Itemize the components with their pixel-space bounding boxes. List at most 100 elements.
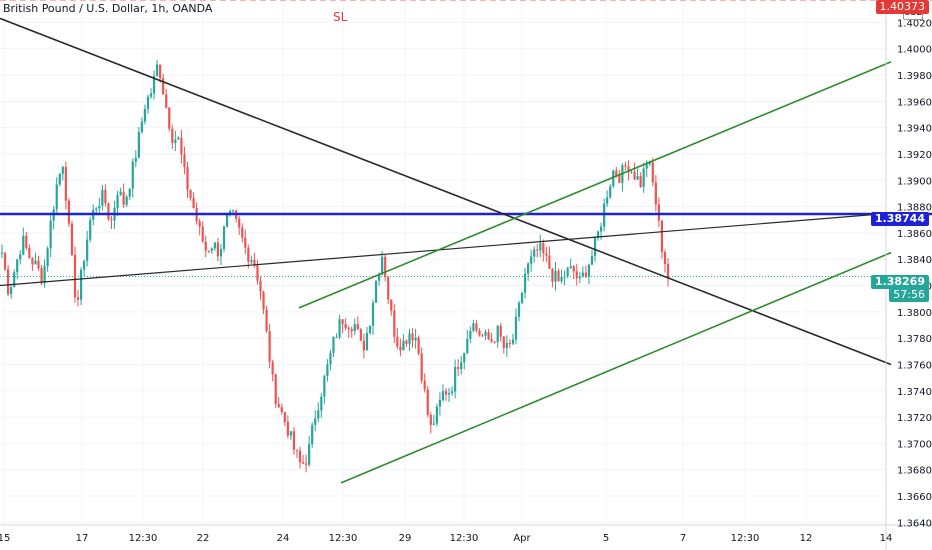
candle-body (472, 323, 475, 331)
candle-body (660, 220, 664, 252)
candle-body (402, 340, 405, 351)
y-tick-label: 1.36400 (897, 518, 932, 529)
y-tick-label: 1.36800 (897, 466, 932, 477)
candle-body (165, 94, 168, 108)
candle-body (411, 333, 414, 341)
trendline-descending[interactable] (0, 17, 892, 366)
y-tick-label: 1.39400 (897, 124, 932, 135)
trendline-ascending[interactable] (0, 212, 892, 287)
candle-body (341, 319, 344, 325)
candle-body (338, 319, 341, 337)
candle-body (277, 403, 280, 408)
candle-body (444, 391, 448, 395)
candle-body (633, 171, 636, 180)
candle-body (25, 235, 28, 248)
candle-body (3, 252, 7, 270)
candle-body (183, 154, 186, 168)
candle-body (511, 339, 515, 344)
candle-body (426, 389, 429, 415)
candles (0, 60, 670, 473)
candle-body (259, 280, 262, 292)
candle-body (13, 272, 16, 288)
candle-body (666, 264, 670, 278)
candle-body (545, 253, 548, 256)
grid (0, 0, 887, 525)
candle-body (636, 176, 639, 180)
candle-body (496, 325, 499, 343)
candle-body (110, 219, 113, 221)
candle-body (155, 64, 159, 76)
candle-body (481, 335, 484, 337)
candle-body (98, 205, 101, 209)
x-tick-label: 14 (880, 533, 893, 544)
candle-body (314, 418, 317, 425)
candle-body (432, 423, 435, 425)
candle-body (405, 340, 408, 344)
candle-body (551, 268, 554, 282)
candle-body (612, 170, 615, 187)
candle-body (22, 235, 25, 255)
x-tick-label: 24 (277, 533, 290, 544)
candle-body (517, 302, 521, 317)
candle-body (192, 197, 195, 208)
candle-body (241, 227, 244, 238)
candle-body (207, 250, 210, 252)
candle-body (493, 341, 496, 343)
candle-body (499, 325, 502, 337)
last-price-label: 1.38269 (870, 275, 929, 289)
trendline-channel-lower[interactable] (340, 251, 892, 484)
candle-body (222, 226, 226, 250)
candle-body (298, 450, 302, 463)
candle-body (566, 267, 569, 277)
candle-body (344, 324, 347, 328)
candle-body (615, 170, 618, 176)
candle-body (83, 260, 86, 270)
candle-body (292, 431, 296, 450)
candle-body (390, 299, 393, 311)
candle-body (530, 256, 533, 264)
candle-body (502, 336, 505, 349)
candle-body (505, 343, 508, 349)
candle-body (447, 393, 451, 395)
candle-body (323, 376, 326, 397)
candle-body (289, 431, 293, 436)
candle-body (651, 162, 654, 183)
candle-body (320, 396, 323, 411)
candle-body (6, 269, 10, 295)
candle-body (381, 256, 384, 275)
candle-body (417, 337, 420, 354)
candle-body (219, 249, 223, 257)
candle-body (256, 265, 259, 281)
candle-body (362, 340, 365, 351)
candle-body (606, 197, 609, 204)
candle-body (168, 107, 171, 129)
candle-body (225, 213, 229, 227)
candle-body (478, 330, 481, 336)
candle-body (308, 444, 311, 465)
candle-body (347, 327, 350, 330)
candle-body (55, 184, 58, 210)
x-tick-label: 12:30 (329, 533, 358, 544)
candle-body (350, 329, 353, 332)
candle-body (450, 391, 454, 394)
candle-body (368, 325, 372, 334)
candle-body (198, 221, 201, 227)
candle-body (454, 366, 457, 392)
candle-body (76, 297, 80, 300)
candle-body (356, 324, 359, 330)
drawings[interactable] (0, 0, 932, 484)
candle-body (520, 292, 524, 303)
candle-body (371, 302, 375, 326)
candle-body (86, 239, 89, 261)
candle-body (140, 121, 143, 133)
candle-body (627, 166, 630, 173)
y-tick-label: 1.38600 (897, 229, 932, 240)
candle-body (560, 276, 563, 282)
candle-body (274, 374, 277, 404)
trendline-channel-upper[interactable] (298, 61, 892, 309)
candle-body (46, 248, 49, 267)
candle-body (189, 189, 192, 198)
candle-body (539, 243, 542, 251)
candle-body (408, 333, 411, 344)
